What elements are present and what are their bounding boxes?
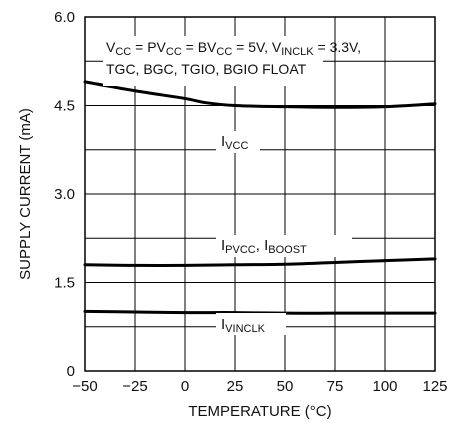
annotation-background xyxy=(103,36,323,86)
x-tick-label: −50 xyxy=(72,378,97,395)
label-bg-ivinclk xyxy=(216,313,286,335)
y-tick-label: 0 xyxy=(67,363,75,380)
y-tick-label: 3.0 xyxy=(54,186,75,203)
x-tick-label: 25 xyxy=(227,378,244,395)
x-tick-label: 75 xyxy=(327,378,344,395)
series-label-ivcc: IVCC xyxy=(221,133,248,152)
annotation-line-1: VCC = PVCC = BVCC = 5V, VINCLK = 3.3V, xyxy=(106,39,361,58)
y-tick-label: 4.5 xyxy=(54,98,75,115)
y-axis-label: SUPPLY CURRENT (mA) xyxy=(17,108,34,280)
x-tick-label: −25 xyxy=(122,378,147,395)
label-bg-ipvcc xyxy=(216,235,352,257)
series-line-ipvcc xyxy=(83,257,437,267)
series-line-ivinclk xyxy=(83,309,437,315)
x-tick-label: 100 xyxy=(372,378,397,395)
y-axis-ticks: 0 1.5 3.0 4.5 6.0 xyxy=(54,9,75,380)
x-tick-label: 0 xyxy=(181,378,189,395)
series-label-ipvcc: IPVCC, IBOOST xyxy=(221,237,307,256)
x-tick-label: 125 xyxy=(422,378,447,395)
series-line-ivcc xyxy=(83,80,437,109)
x-axis-ticks: −50 −25 0 25 50 75 100 125 xyxy=(72,378,447,395)
x-axis-label: TEMPERATURE (°C) xyxy=(188,403,331,420)
label-bg-ivcc xyxy=(216,131,260,153)
series-lines xyxy=(83,80,437,315)
y-tick-label: 1.5 xyxy=(54,275,75,292)
x-tick-label: 50 xyxy=(277,378,294,395)
plot-frame xyxy=(84,16,436,372)
series-label-ivinclk: IVINCLK xyxy=(221,316,266,335)
annotation-line-2: TGC, BGC, TGIO, BGIO FLOAT xyxy=(106,61,307,77)
y-tick-label: 6.0 xyxy=(54,9,75,26)
